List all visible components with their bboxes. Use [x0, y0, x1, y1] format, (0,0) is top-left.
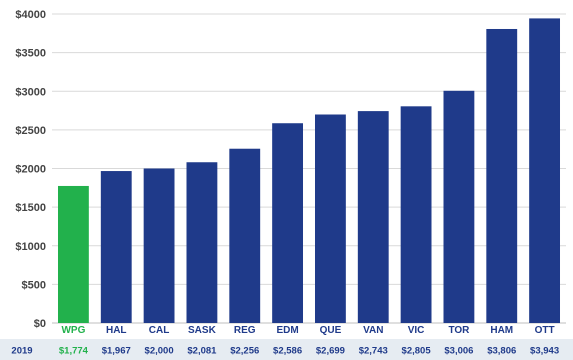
category-label: TOR: [448, 325, 470, 336]
data-row-band: [0, 339, 573, 360]
y-tick-label: $3000: [15, 86, 46, 98]
bar-sask: [186, 162, 218, 323]
y-tick-label: $2000: [15, 164, 46, 176]
data-row-year-label: 2019: [11, 346, 32, 357]
bar-ott: [529, 18, 561, 323]
bar-ham: [486, 28, 518, 323]
value-label: $2,081: [187, 346, 217, 357]
category-label: HAM: [490, 325, 513, 336]
y-tick-label: $2500: [15, 125, 46, 137]
value-label: $2,256: [230, 346, 259, 357]
category-label: REG: [234, 325, 256, 336]
category-label: SASK: [188, 325, 217, 336]
bar-wpg: [57, 185, 89, 323]
y-tick-label: $3500: [15, 48, 46, 60]
y-tick-label: $0: [34, 318, 46, 330]
category-label: VIC: [408, 325, 425, 336]
category-label: CAL: [149, 325, 170, 336]
bar-hal: [100, 171, 132, 323]
category-label: HAL: [106, 325, 127, 336]
value-label: $2,743: [359, 346, 388, 357]
value-label: $2,000: [145, 346, 174, 357]
category-label: OTT: [535, 325, 555, 336]
y-tick-label: $500: [22, 279, 46, 291]
bar-tor: [443, 90, 475, 323]
value-label: $2,699: [316, 346, 345, 357]
category-label: VAN: [363, 325, 383, 336]
bar-reg: [229, 148, 261, 323]
value-label: $1,774: [59, 346, 89, 357]
bar-edm: [272, 123, 304, 323]
value-label: $3,806: [487, 346, 516, 357]
bar-vic: [400, 106, 432, 323]
value-label: $1,967: [102, 346, 131, 357]
value-label: $3,006: [444, 346, 473, 357]
bar-cal: [143, 168, 175, 323]
value-label: $3,943: [530, 346, 559, 357]
category-label: WPG: [61, 325, 85, 336]
category-label: QUE: [320, 325, 342, 336]
category-label: EDM: [276, 325, 298, 336]
value-label: $2,586: [273, 346, 302, 357]
value-label: $2,805: [402, 346, 432, 357]
y-tick-label: $4000: [15, 9, 46, 21]
y-tick-label: $1000: [15, 241, 46, 253]
bar-van: [357, 111, 389, 324]
y-tick-label: $1500: [15, 202, 46, 214]
bar-que: [314, 114, 346, 323]
